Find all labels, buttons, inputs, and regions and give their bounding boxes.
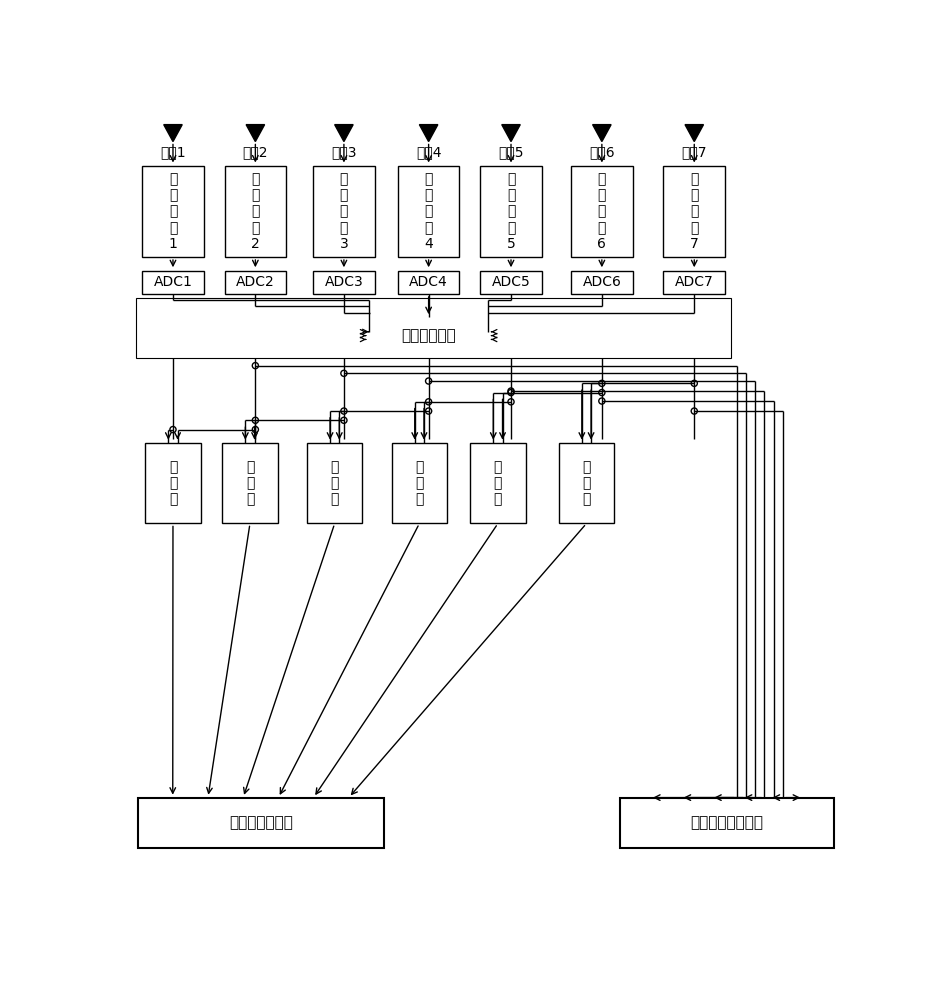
Polygon shape — [246, 125, 265, 142]
Bar — [136, 298, 731, 358]
Text: ADC4: ADC4 — [410, 275, 448, 289]
Bar — [571, 271, 633, 294]
Bar — [663, 166, 725, 257]
Bar — [392, 443, 447, 523]
Bar — [313, 271, 375, 294]
Bar — [398, 271, 460, 294]
Bar — [663, 271, 725, 294]
Polygon shape — [501, 125, 520, 142]
Text: 鉴
相
器: 鉴 相 器 — [168, 460, 177, 506]
Bar — [142, 166, 203, 257]
Text: ADC2: ADC2 — [236, 275, 274, 289]
Text: 鉴
相
器: 鉴 相 器 — [494, 460, 502, 506]
Text: 接
收
通
道
3: 接 收 通 道 3 — [340, 172, 348, 251]
Text: 射频1: 射频1 — [160, 145, 185, 159]
Bar — [307, 443, 362, 523]
Bar — [481, 166, 542, 257]
Bar — [142, 271, 203, 294]
Text: 信噪比估计器: 信噪比估计器 — [401, 328, 456, 343]
Text: 空间谱波束合成器: 空间谱波束合成器 — [690, 815, 763, 830]
Polygon shape — [592, 125, 611, 142]
Text: 接
收
通
道
7: 接 收 通 道 7 — [690, 172, 699, 251]
Text: 接
收
通
道
6: 接 收 通 道 6 — [598, 172, 606, 251]
Text: 鉴
相
器: 鉴 相 器 — [246, 460, 254, 506]
Polygon shape — [335, 125, 353, 142]
Text: 射频5: 射频5 — [499, 145, 524, 159]
Bar — [398, 166, 460, 257]
Text: 射频3: 射频3 — [331, 145, 357, 159]
Text: 射频7: 射频7 — [681, 145, 707, 159]
Bar — [481, 271, 542, 294]
Text: ADC5: ADC5 — [492, 275, 531, 289]
Bar — [222, 443, 278, 523]
Bar — [146, 443, 201, 523]
Text: 鉴
相
器: 鉴 相 器 — [415, 460, 424, 506]
Bar — [224, 166, 287, 257]
Text: 接
收
通
道
1: 接 收 通 道 1 — [168, 172, 178, 251]
Text: 射频6: 射频6 — [589, 145, 615, 159]
Text: 接
收
通
道
5: 接 收 通 道 5 — [507, 172, 516, 251]
Text: 射频2: 射频2 — [242, 145, 268, 159]
Text: 射频4: 射频4 — [416, 145, 442, 159]
Bar — [224, 271, 287, 294]
Bar — [559, 443, 614, 523]
Text: 接
收
通
道
2: 接 收 通 道 2 — [251, 172, 260, 251]
Text: ADC1: ADC1 — [153, 275, 192, 289]
Text: 空间相位干涉仪: 空间相位干涉仪 — [229, 815, 292, 830]
Text: ADC7: ADC7 — [674, 275, 713, 289]
Bar — [313, 166, 375, 257]
Text: 鉴
相
器: 鉴 相 器 — [583, 460, 590, 506]
Bar — [620, 798, 833, 848]
Polygon shape — [685, 125, 704, 142]
Text: 接
收
通
道
4: 接 收 通 道 4 — [424, 172, 433, 251]
Bar — [369, 317, 488, 354]
Text: ADC3: ADC3 — [324, 275, 363, 289]
Bar — [571, 166, 633, 257]
Polygon shape — [419, 125, 438, 142]
Bar — [137, 798, 384, 848]
Polygon shape — [164, 125, 183, 142]
Bar — [470, 443, 526, 523]
Text: ADC6: ADC6 — [583, 275, 622, 289]
Text: 鉴
相
器: 鉴 相 器 — [330, 460, 339, 506]
